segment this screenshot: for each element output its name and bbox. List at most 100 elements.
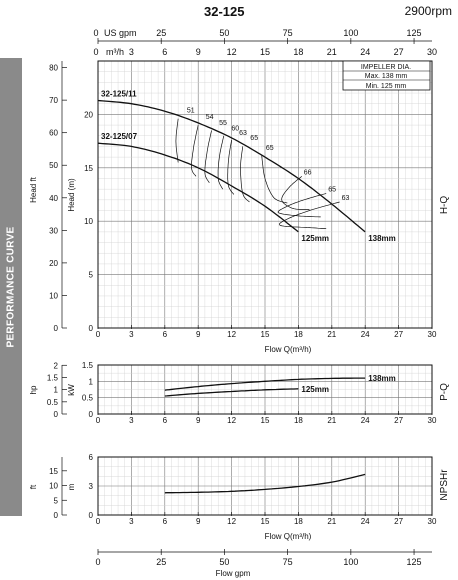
pq-hp-axis-label: hp [29,385,38,394]
pq-hp-tick-label: 0.5 [47,398,59,407]
pq-curve-label: 138mm [368,374,396,383]
npsh-m-tick-label: 3 [89,482,94,491]
hq-series-name-label: 32-125/11 [101,90,137,99]
pq-curve-label: 125mm [301,385,329,394]
top-gpm-tick-label: 50 [219,28,229,38]
hq-efficiency-label: 55 [219,120,227,127]
hq-ft-tick-label: 70 [49,96,58,105]
pq-kw-axis-label: kW [67,384,76,396]
hq-curve-end-label: 138mm [368,234,396,243]
npsh-ft-tick-label: 5 [54,496,59,505]
pq-hp-tick-label: 1 [54,386,59,395]
hq-x-tick-label: 3 [129,330,134,339]
hq-curve-end-label: 125mm [301,234,329,243]
hq-panel-title: H-Q [439,196,450,215]
pq-grid [98,365,432,414]
hq-efficiency-label: 54 [206,114,214,121]
hq-x-tick-label: 9 [196,330,201,339]
bottom-gpm-tick-label: 100 [343,557,358,567]
hq-efficiency-contour [227,139,235,195]
npsh-grid [98,457,432,515]
hq-x-tick-label: 18 [294,330,303,339]
hq-ft-tick-label: 50 [49,161,58,170]
bottom-gpm-axis-label: Flow gpm [216,569,251,578]
bottom-gpm-tick-label: 50 [219,557,229,567]
hq-series-name-label: 32-125/07 [101,132,138,141]
hq-ft-tick-label: 20 [49,259,58,268]
npsh-x-tick-label: 15 [261,517,270,526]
hq-efficiency-contour [217,135,225,190]
legend-max-entry: Max. 138 mm [365,73,408,80]
hq-y-tick-label: 20 [84,110,93,119]
pq-kw-tick-label: 0 [89,410,94,419]
npsh-m-tick-label: 6 [89,453,94,462]
hq-x-tick-label: 15 [261,330,270,339]
hq-x-tick-label: 24 [361,330,370,339]
hq-efficiency-label: 65 [250,135,258,142]
top-m3h-axis-label: m³/h [106,47,124,57]
bottom-gpm-tick-label: 25 [156,557,166,567]
pq-x-tick-label: 9 [196,416,201,425]
hq-efficiency-label: 65 [266,145,274,152]
npsh-ft-tick-label: 15 [49,467,58,476]
pq-x-tick-label: 30 [428,416,437,425]
hq-efficiency-contour [281,176,310,210]
hq-efficiency-contour [261,154,288,204]
pq-x-tick-label: 27 [394,416,403,425]
top-m3h-tick-label: 9 [196,47,201,57]
hq-m-axis-label: Head (m) [67,178,76,212]
hq-efficiency-contour [175,118,179,163]
pq-panel-title: P-Q [439,383,450,401]
rpm-label: 2900rpm [404,4,452,18]
hq-grid [98,61,432,328]
top-m3h-tick-label: 6 [162,47,167,57]
npsh-x-tick-label: 27 [394,517,403,526]
hq-x-axis-label: Flow Q(m³/h) [265,345,312,354]
top-m3h-tick-label: 27 [394,47,404,57]
bottom-gpm-tick-label: 0 [95,557,100,567]
npsh-curve [164,473,366,494]
npsh-ft-axis-label: ft [29,484,38,489]
pq-kw-tick-label: 1.5 [82,361,94,370]
top-m3h-tick-label: 12 [227,47,237,57]
pq-x-tick-label: 6 [163,416,168,425]
pq-x-tick-label: 3 [129,416,134,425]
hq-ft-axis-label: Head ft [29,176,38,203]
hq-y-tick-label: 5 [89,271,94,280]
pq-x-tick-labels: 0 3 6 9 12 15 18 21 24 27 30 [96,411,437,425]
top-gpm-tick-label: 100 [343,28,358,38]
pq-x-tick-label: 15 [261,416,270,425]
npsh-x-tick-label: 24 [361,517,370,526]
hq-x-tick-label: 30 [428,330,437,339]
pq-kw-tick-label: 0.5 [82,394,94,403]
pq-hp-tick-label: 0 [54,410,59,419]
npsh-x-tick-label: 3 [129,517,134,526]
hq-efficiency-label: 63 [239,130,247,137]
pq-x-tick-label: 12 [227,416,236,425]
hq-efficiency-label: 60 [231,126,239,133]
pq-x-tick-label: 18 [294,416,303,425]
npsh-x-axis-label: Flow Q(m³/h) [265,532,312,541]
hq-efficiency-contour [204,130,212,183]
pq-curve-125mm [164,388,299,397]
npsh-x-tick-label: 9 [196,517,201,526]
hq-ft-tick-label: 80 [49,64,58,73]
pq-x-tick-label: 21 [327,416,336,425]
top-gpm-zero-label: 0 [93,28,98,38]
hq-ft-tick-label: 30 [49,226,58,235]
pq-hp-tick-label: 1.5 [47,373,59,382]
pq-kw-tick-label: 1 [89,377,94,386]
hq-x-tick-label: 12 [227,330,236,339]
hq-y-tick-label: 15 [84,164,93,173]
top-gpm-axis-label: US gpm [104,28,137,38]
hq-x-tick-label: 0 [96,330,101,339]
hq-y-tick-label: 10 [84,217,93,226]
hq-efficiency-label: 51 [187,107,195,114]
top-m3h-tick-label: 30 [427,47,437,57]
top-m3h-tick-label: 24 [360,47,370,57]
top-m3h-tick-label: 18 [293,47,303,57]
top-m3h-tick-label: 15 [260,47,270,57]
hq-ft-tick-label: 40 [49,194,58,203]
bottom-gpm-tick-label: 75 [283,557,293,567]
